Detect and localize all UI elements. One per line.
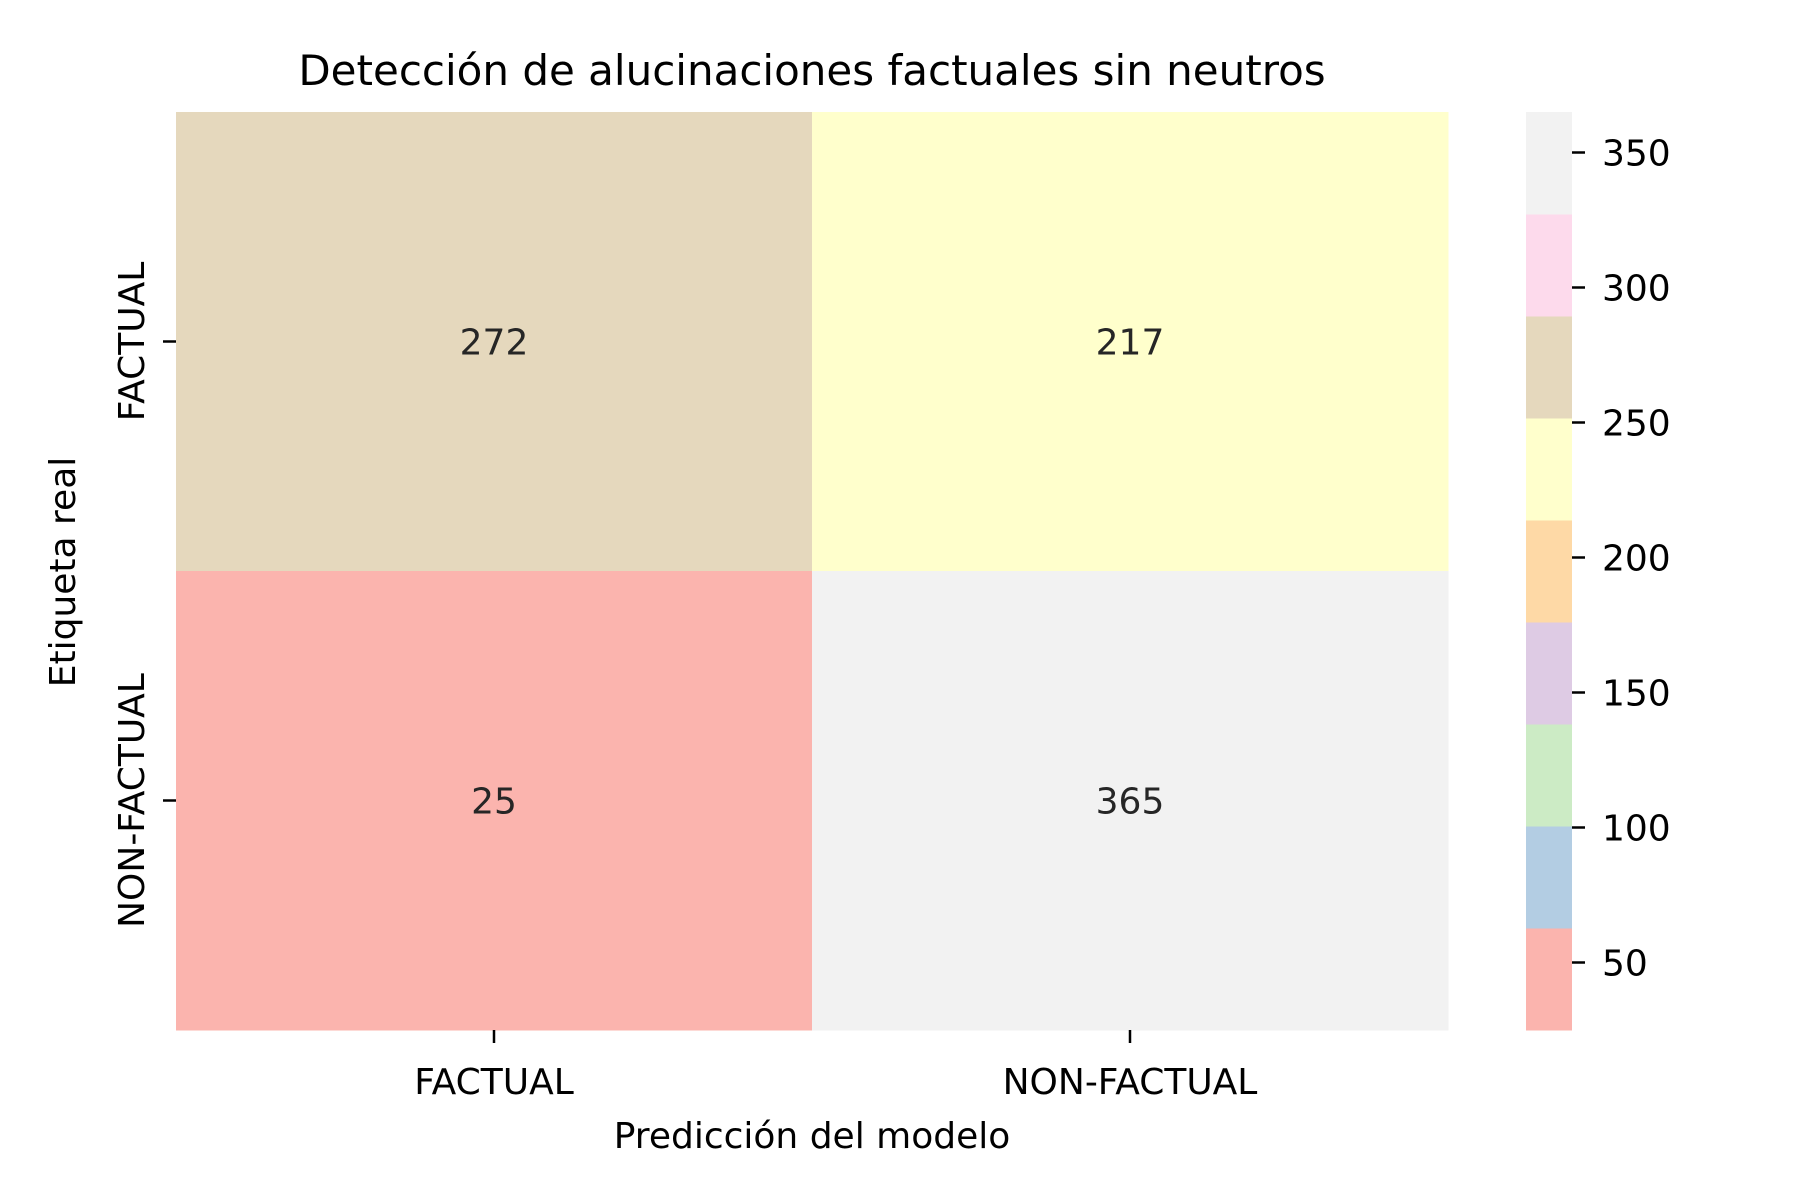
- x-tick-label: NON-FACTUAL: [1003, 1062, 1258, 1103]
- colorbar-segment: [1526, 316, 1572, 419]
- colorbar-tick-label: 250: [1602, 404, 1671, 445]
- colorbar-segment: [1526, 724, 1572, 827]
- y-axis-label: Etiqueta real: [43, 457, 84, 688]
- heatmap-cells: [176, 112, 1449, 1031]
- heatmap-cell-label: 365: [1096, 782, 1165, 823]
- y-tick-label: FACTUAL: [112, 262, 153, 422]
- heatmap-cell-label: 25: [471, 782, 517, 823]
- colorbar-segment: [1526, 622, 1572, 725]
- colorbar-segment: [1526, 418, 1572, 521]
- colorbar-segment: [1526, 928, 1572, 1031]
- y-axis-ticks: FACTUAL NON-FACTUAL: [112, 262, 176, 928]
- colorbar-tick-label: 150: [1602, 674, 1671, 715]
- colorbar-segment: [1526, 214, 1572, 317]
- heatmap-cell: [812, 571, 1449, 1031]
- x-axis-label: Predicción del modelo: [614, 1116, 1011, 1157]
- colorbar-tick-label: 100: [1602, 809, 1671, 850]
- heatmap-cell-label: 217: [1096, 323, 1165, 364]
- colorbar-tick-label: 50: [1602, 944, 1648, 985]
- x-tick-label: FACTUAL: [414, 1062, 574, 1103]
- colorbar-segment: [1526, 826, 1572, 929]
- colorbar-segment: [1526, 520, 1572, 623]
- x-axis-ticks: FACTUAL NON-FACTUAL: [414, 1030, 1257, 1103]
- heatmap-cell: [812, 112, 1449, 572]
- heatmap-cell: [176, 112, 813, 572]
- colorbar: [1526, 112, 1572, 1031]
- heatmap-cell-labels: 272 217 25 365: [460, 323, 1165, 823]
- colorbar-ticks: 50 100 150 200 250 300 350: [1572, 134, 1671, 985]
- colorbar-tick-label: 350: [1602, 134, 1671, 175]
- colorbar-tick-label: 200: [1602, 539, 1671, 580]
- chart-title: Detección de alucinaciones factuales sin…: [298, 46, 1325, 95]
- heatmap-cell-label: 272: [460, 323, 529, 364]
- heatmap-cell: [176, 571, 813, 1031]
- colorbar-tick-label: 300: [1602, 269, 1671, 310]
- y-tick-label: NON-FACTUAL: [112, 673, 153, 928]
- colorbar-segment: [1526, 112, 1572, 215]
